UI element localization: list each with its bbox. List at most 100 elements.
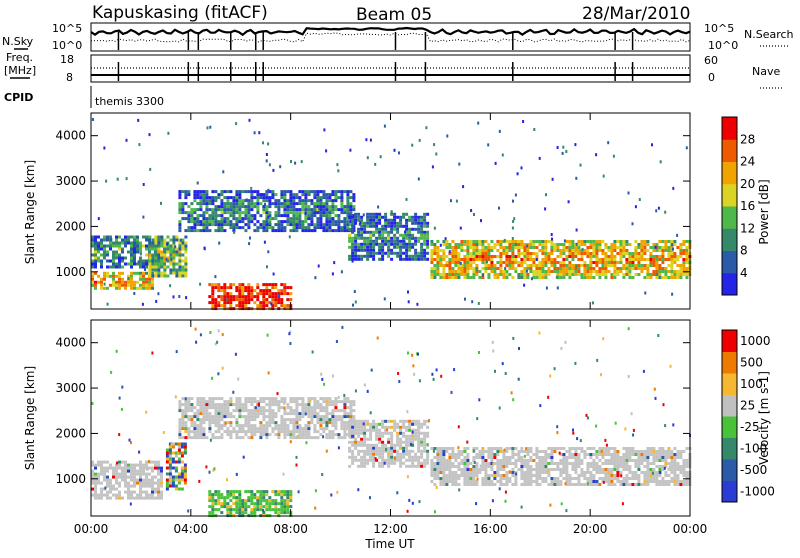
power-cell: [115, 275, 118, 278]
velocity-cell: [646, 462, 649, 465]
power-cell: [277, 211, 280, 214]
power-cell: [556, 246, 559, 249]
power-cell: [387, 234, 390, 237]
velocity-cell: [417, 429, 420, 432]
power-cell: [133, 236, 136, 239]
power-cell: [366, 231, 369, 234]
velocity-cell: [100, 494, 103, 497]
velocity-cell: [405, 420, 408, 423]
velocity-cell: [103, 479, 106, 482]
power-cell: [420, 258, 423, 261]
power-cell: [622, 252, 625, 255]
power-cell: [526, 267, 529, 270]
velocity-cell: [423, 420, 426, 423]
power-cell: [628, 264, 631, 267]
power-cell: [142, 275, 145, 278]
velocity-cell: [211, 511, 214, 514]
velocity-cell: [553, 462, 556, 465]
power-cell: [313, 196, 316, 199]
power-cell: [250, 295, 253, 298]
velocity-cell: [366, 462, 369, 465]
velocity-cell: [390, 450, 393, 453]
power-noise-cell: [246, 198, 248, 201]
velocity-cell: [283, 490, 286, 493]
power-noise-cell: [504, 239, 506, 242]
velocity-cell: [460, 450, 463, 453]
velocity-cell: [658, 459, 661, 462]
power-cell: [387, 255, 390, 258]
velocity-cell: [286, 403, 289, 406]
velocity-cell: [348, 447, 351, 450]
power-cell: [532, 264, 535, 267]
power-noise-cell: [126, 139, 128, 142]
power-cell: [574, 255, 577, 258]
velocity-cell: [157, 470, 160, 473]
power-cell: [369, 249, 372, 252]
velocity-cell: [277, 502, 280, 505]
power-cell: [232, 298, 235, 301]
velocity-cell: [178, 418, 181, 421]
velocity-cell: [106, 461, 109, 464]
power-cell: [109, 260, 112, 263]
power-cell: [408, 255, 411, 258]
velocity-cell: [253, 496, 256, 499]
velocity-cell: [226, 493, 229, 496]
velocity-cell: [622, 456, 625, 459]
velocity-cell: [349, 415, 352, 418]
power-cell: [337, 220, 340, 223]
power-cell: [502, 273, 505, 276]
velocity-cell: [538, 456, 541, 459]
velocity-cell: [100, 470, 103, 473]
velocity-cell: [577, 459, 580, 462]
power-cell: [103, 257, 106, 260]
power-cell: [178, 208, 181, 211]
power-noise-cell: [556, 276, 558, 279]
power-cell: [436, 267, 439, 270]
power-cell: [595, 255, 598, 258]
velocity-cell: [307, 436, 310, 439]
velocity-cell: [199, 418, 202, 421]
velocity-cell: [124, 482, 127, 485]
power-cell: [292, 223, 295, 226]
velocity-cell: [426, 453, 429, 456]
power-cell: [634, 258, 637, 261]
power-cell: [211, 223, 214, 226]
velocity-cell: [229, 421, 232, 424]
velocity-cell: [571, 462, 574, 465]
velocity-cell: [304, 406, 307, 409]
power-cell: [372, 246, 375, 249]
velocity-cell: [160, 491, 163, 494]
power-cell: [115, 287, 118, 290]
velocity-cell: [514, 465, 517, 468]
velocity-cell: [202, 433, 205, 436]
velocity-cell: [402, 447, 405, 450]
velocity-cell: [676, 450, 679, 453]
power-cell: [664, 276, 667, 279]
power-cell: [670, 252, 673, 255]
power-cell: [181, 217, 184, 220]
velocity-cell: [390, 441, 393, 444]
velocity-cell: [357, 444, 360, 447]
velocity-cell: [250, 412, 253, 415]
power-cell: [256, 283, 259, 286]
velocity-cell: [532, 459, 535, 462]
velocity-cell: [325, 433, 328, 436]
power-cell: [244, 301, 247, 304]
power-cell: [217, 226, 220, 229]
velocity-cell: [340, 421, 343, 424]
power-cell: [442, 240, 445, 243]
velocity-cell: [526, 459, 529, 462]
velocity-cell: [433, 456, 436, 459]
velocity-cell: [366, 450, 369, 453]
power-cell: [157, 257, 160, 260]
power-cell: [259, 289, 262, 292]
velocity-cell: [658, 447, 661, 450]
power-noise-cell: [632, 222, 634, 225]
power-cell: [508, 249, 511, 252]
velocity-cell: [94, 485, 97, 488]
power-cell: [610, 264, 613, 267]
velocity-cell: [133, 482, 136, 485]
velocity-cell: [274, 397, 277, 400]
velocity-cell: [205, 409, 208, 412]
velocity-cell: [652, 450, 655, 453]
